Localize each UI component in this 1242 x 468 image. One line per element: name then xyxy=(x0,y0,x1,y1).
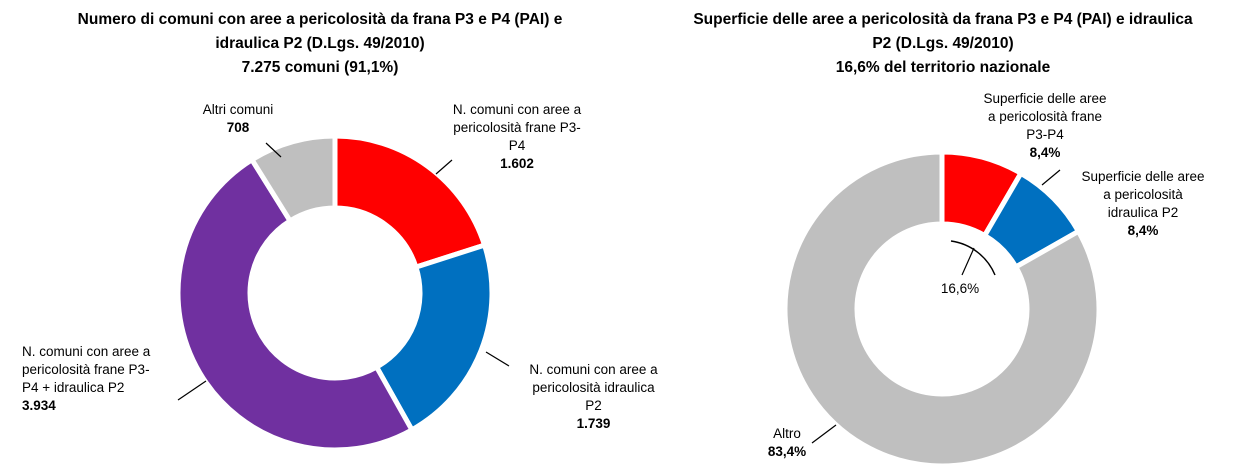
slice-label-idraulica: N. comuni con aree a pericolosità idraul… xyxy=(511,361,676,433)
slice-label-altro: Altro 83,4% xyxy=(752,425,822,461)
chart1-title: Numero di comuni con aree a pericolosità… xyxy=(77,11,563,76)
slice-label-altri: Altri comuni 708 xyxy=(178,101,298,137)
chart2-title: Superficie delle aree a pericolosità da … xyxy=(693,11,1193,76)
slice-label-combined: N. comuni con aree a pericolosità frane … xyxy=(22,343,192,415)
slice-value-altri: 708 xyxy=(226,120,250,135)
slice-value-altro: 83,4% xyxy=(767,444,807,459)
chart1-slice-1 xyxy=(373,241,495,434)
chart2-slice-2 xyxy=(782,149,1102,468)
leader-line-frane xyxy=(435,159,453,175)
leader-line-combined xyxy=(177,380,207,401)
slice-label-frane: N. comuni con aree a pericolosità frane … xyxy=(432,101,602,173)
chart1-slice-3 xyxy=(248,133,338,225)
annotation-leader xyxy=(961,247,975,276)
annotation-total: 16,6% xyxy=(940,281,980,296)
slice-value-superficie-frane: 8,4% xyxy=(1029,145,1061,160)
chart1-slice-0 xyxy=(332,133,488,271)
slice-value-idraulica: 1.739 xyxy=(576,416,611,431)
chart1-slice-2 xyxy=(175,156,416,453)
leader-line-idraulica xyxy=(485,351,510,367)
leader-line-superficie-idraulica xyxy=(1041,169,1061,186)
slice-value-combined: 3.934 xyxy=(22,398,56,413)
leader-line-altri xyxy=(265,142,282,158)
annotation-arc xyxy=(950,240,996,276)
slice-label-superficie-frane: Superficie delle aree a pericolosità fra… xyxy=(970,90,1120,162)
slice-value-superficie-idraulica: 8,4% xyxy=(1127,223,1159,238)
slice-label-superficie-idraulica: Superficie delle aree a pericolosità idr… xyxy=(1068,168,1218,240)
leader-line-altro xyxy=(811,424,837,444)
slice-value-frane: 1.602 xyxy=(500,156,534,171)
